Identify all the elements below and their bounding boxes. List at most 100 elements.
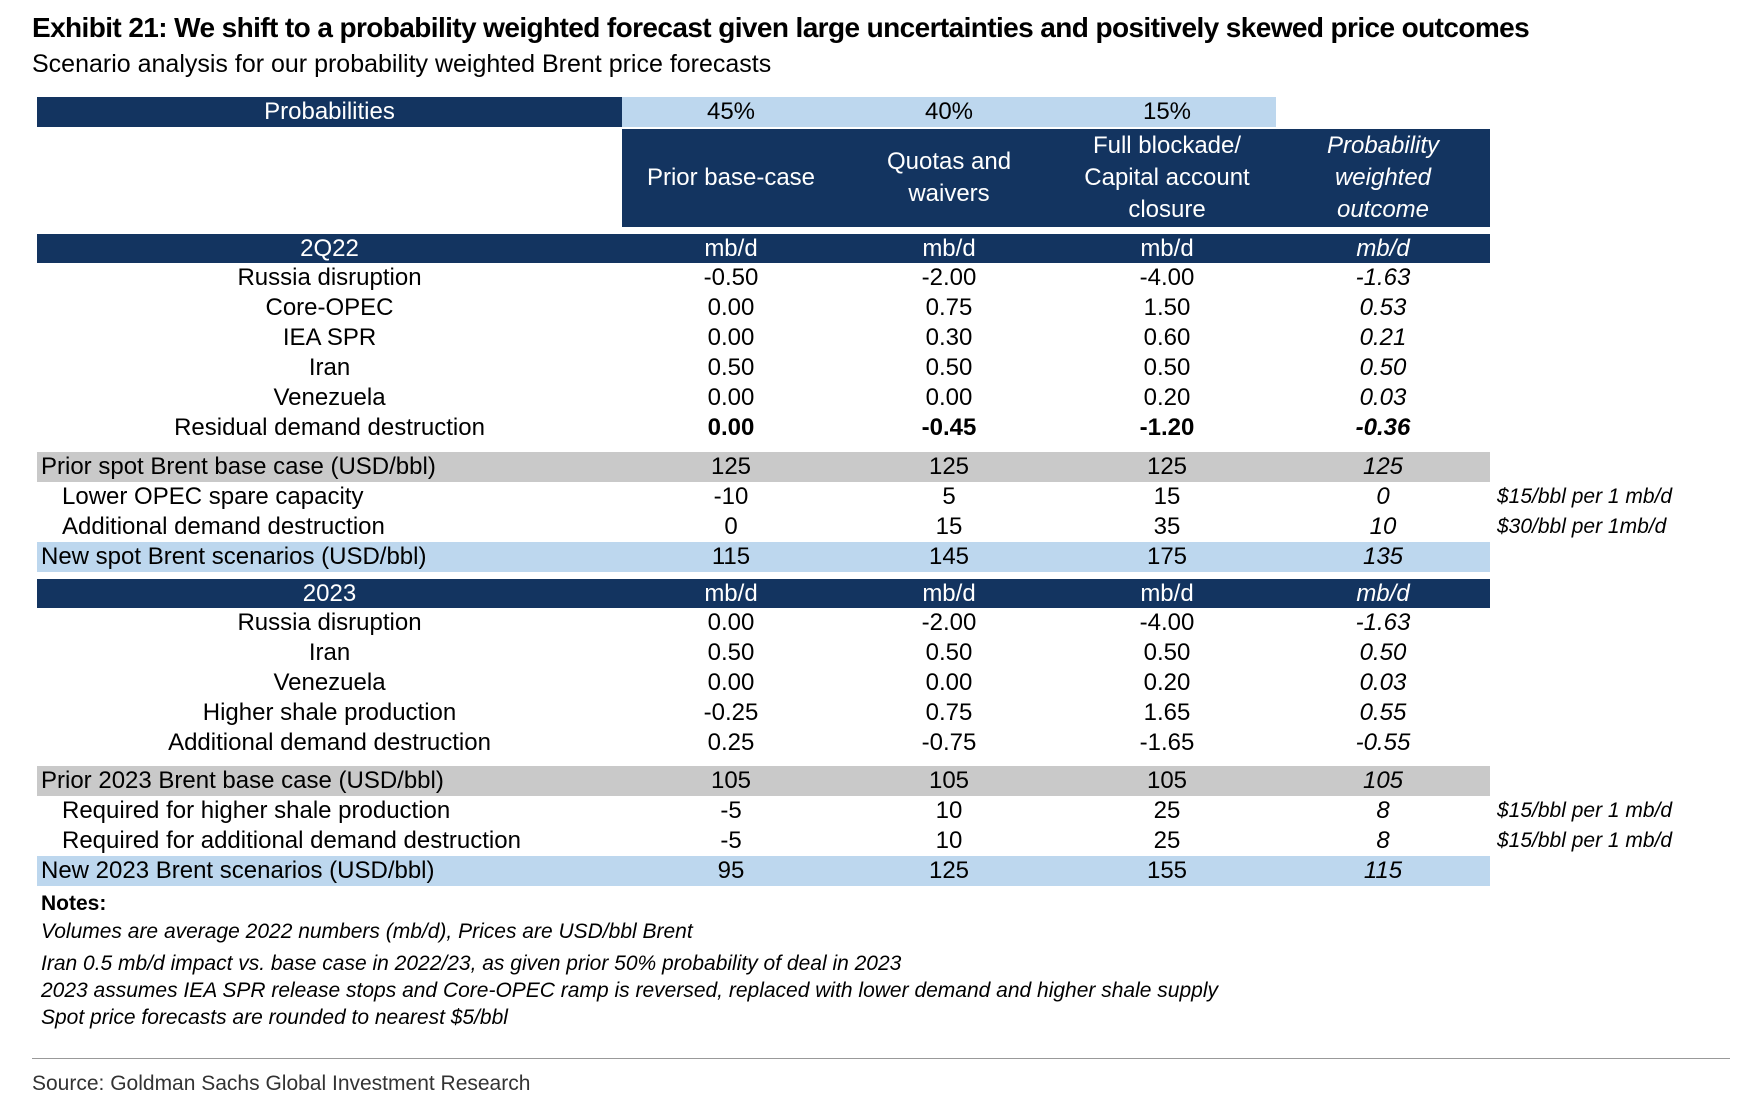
value-cell: 0.00 bbox=[707, 384, 755, 411]
table-row: Required for higher shale production -5 … bbox=[37, 796, 1672, 826]
header-line: outcome bbox=[1336, 196, 1430, 223]
unit-cell: mb/d bbox=[1058, 579, 1276, 608]
unit-cell: mb/d bbox=[840, 234, 1058, 263]
probability-base: 45% bbox=[622, 97, 840, 127]
value-cell: 0.03 bbox=[1359, 384, 1407, 411]
value-cell: 105 bbox=[710, 767, 752, 794]
value-cell: 0.50 bbox=[707, 354, 755, 381]
table-row: Required for additional demand destructi… bbox=[37, 826, 1672, 856]
probability-blockade: 15% bbox=[1058, 97, 1276, 127]
value-cell: 10 bbox=[935, 827, 963, 854]
value-cell: 135 bbox=[1362, 543, 1404, 570]
new-spot-row: New spot Brent scenarios (USD/bbl) 115 1… bbox=[37, 542, 1490, 572]
value-cell: -1.20 bbox=[1139, 414, 1195, 441]
row-label: Iran bbox=[308, 639, 351, 666]
value-cell: -0.25 bbox=[703, 699, 759, 726]
value-cell: 8 bbox=[1376, 797, 1390, 824]
section-header-2023: 2023 mb/d mb/d mb/d mb/d bbox=[37, 579, 1490, 608]
value-cell: -0.50 bbox=[703, 264, 759, 291]
row-label: Core-OPEC bbox=[265, 294, 394, 321]
value-cell: 0.53 bbox=[1359, 294, 1407, 321]
value-cell: -2.00 bbox=[921, 264, 977, 291]
row-label: Additional demand destruction bbox=[62, 513, 385, 540]
table-row: Additional demand destruction 0 15 35 10… bbox=[37, 512, 1666, 542]
sensitivity-note: $15/bbl per 1 mb/d bbox=[1497, 799, 1673, 822]
header-probability-weighted: Probability weighted outcome bbox=[1276, 129, 1490, 227]
value-cell: 35 bbox=[1153, 513, 1181, 540]
value-cell: 125 bbox=[928, 453, 970, 480]
row-label: IEA SPR bbox=[282, 324, 377, 351]
table-row: Venezuela 0.00 0.00 0.20 0.03 bbox=[37, 668, 1487, 698]
value-cell: 0.75 bbox=[925, 699, 973, 726]
value-cell: 105 bbox=[1362, 767, 1404, 794]
value-cell: 0.75 bbox=[925, 294, 973, 321]
header-line: Quotas and bbox=[886, 148, 1012, 175]
value-cell: -10 bbox=[713, 483, 749, 510]
header-line: weighted bbox=[1334, 164, 1432, 191]
sensitivity-note: $30/bbl per 1mb/d bbox=[1497, 515, 1667, 538]
footer-divider bbox=[32, 1058, 1730, 1059]
unit-cell: mb/d bbox=[1276, 234, 1490, 263]
value-cell: 0.00 bbox=[707, 294, 755, 321]
value-cell: 0.03 bbox=[1359, 669, 1407, 696]
value-cell: 8 bbox=[1376, 827, 1390, 854]
value-cell: -0.45 bbox=[921, 414, 977, 441]
value-cell: 0 bbox=[1376, 483, 1390, 510]
value-cell: 10 bbox=[1369, 513, 1397, 540]
source-line: Source: Goldman Sachs Global Investment … bbox=[32, 1072, 531, 1095]
row-label: Prior spot Brent base case (USD/bbl) bbox=[41, 453, 436, 480]
value-cell: 0.20 bbox=[1143, 669, 1191, 696]
value-cell: 0.50 bbox=[1359, 354, 1407, 381]
value-cell: 0.50 bbox=[707, 639, 755, 666]
value-cell: 105 bbox=[928, 767, 970, 794]
prior-spot-row: Prior spot Brent base case (USD/bbl) 125… bbox=[37, 452, 1490, 482]
value-cell: 125 bbox=[928, 857, 970, 884]
section-label: 2Q22 bbox=[37, 234, 622, 263]
row-label: New spot Brent scenarios (USD/bbl) bbox=[41, 543, 427, 570]
value-cell: 0 bbox=[724, 513, 738, 540]
value-cell: 0.50 bbox=[1359, 639, 1407, 666]
value-cell: 145 bbox=[928, 543, 970, 570]
table-row: Russia disruption -0.50 -2.00 -4.00 -1.6… bbox=[37, 263, 1487, 293]
probabilities-row: Probabilities 45% 40% 15% bbox=[37, 97, 1487, 127]
value-cell: 15 bbox=[1153, 483, 1181, 510]
table-row: Iran 0.50 0.50 0.50 0.50 bbox=[37, 638, 1487, 668]
header-line: Probability bbox=[1326, 132, 1440, 159]
header-prior-base-case: Prior base-case bbox=[622, 129, 840, 227]
row-label: Russia disruption bbox=[237, 609, 422, 636]
header-line: Prior base-case bbox=[646, 164, 816, 191]
row-label: Venezuela bbox=[273, 669, 386, 696]
prior-2023-row: Prior 2023 Brent base case (USD/bbl) 105… bbox=[37, 766, 1490, 796]
value-cell: 125 bbox=[1146, 453, 1188, 480]
value-cell: 1.50 bbox=[1143, 294, 1191, 321]
section-header-2q22: 2Q22 mb/d mb/d mb/d mb/d bbox=[37, 234, 1490, 263]
value-cell: 0.21 bbox=[1359, 324, 1407, 351]
table-row: Additional demand destruction 0.25 -0.75… bbox=[37, 728, 1487, 758]
value-cell: 0.50 bbox=[925, 354, 973, 381]
row-label: Venezuela bbox=[273, 384, 386, 411]
value-cell: 10 bbox=[935, 797, 963, 824]
value-cell: -1.63 bbox=[1355, 609, 1411, 636]
value-cell: 0.55 bbox=[1359, 699, 1407, 726]
note-line: Iran 0.5 mb/d impact vs. base case in 20… bbox=[41, 952, 902, 975]
table-row: Core-OPEC 0.00 0.75 1.50 0.53 bbox=[37, 293, 1487, 323]
row-label: Required for additional demand destructi… bbox=[62, 827, 521, 854]
unit-cell: mb/d bbox=[1058, 234, 1276, 263]
value-cell: 0.50 bbox=[1143, 354, 1191, 381]
value-cell: 125 bbox=[1362, 453, 1404, 480]
value-cell: 175 bbox=[1146, 543, 1188, 570]
value-cell: 25 bbox=[1153, 797, 1181, 824]
table-row: Residual demand destruction 0.00 -0.45 -… bbox=[37, 413, 1487, 443]
table-row: Higher shale production -0.25 0.75 1.65 … bbox=[37, 698, 1487, 728]
sensitivity-note: $15/bbl per 1 mb/d bbox=[1497, 485, 1673, 508]
value-cell: 115 bbox=[711, 543, 751, 570]
header-quotas-waivers: Quotas and waivers bbox=[840, 129, 1058, 227]
value-cell: 95 bbox=[717, 857, 745, 884]
table-row: Lower OPEC spare capacity -10 5 15 0 $15… bbox=[37, 482, 1672, 512]
probability-quotas: 40% bbox=[840, 97, 1058, 127]
value-cell: 0.25 bbox=[707, 729, 755, 756]
value-cell: -2.00 bbox=[921, 609, 977, 636]
value-cell: -4.00 bbox=[1139, 609, 1195, 636]
value-cell: 0.00 bbox=[707, 414, 755, 441]
row-label: Prior 2023 Brent base case (USD/bbl) bbox=[41, 767, 444, 794]
